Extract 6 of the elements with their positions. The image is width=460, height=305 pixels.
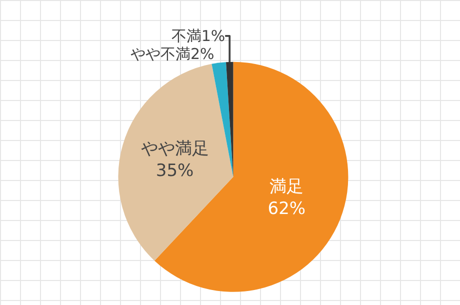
data-label: 35% xyxy=(156,160,194,181)
slice-label: 満足 xyxy=(270,177,304,198)
data-label: 62% xyxy=(268,199,306,220)
slice-label: 不満1% xyxy=(171,26,226,45)
slice-label: やや不満2% xyxy=(130,44,214,63)
slice-label: やや満足 xyxy=(140,138,209,159)
